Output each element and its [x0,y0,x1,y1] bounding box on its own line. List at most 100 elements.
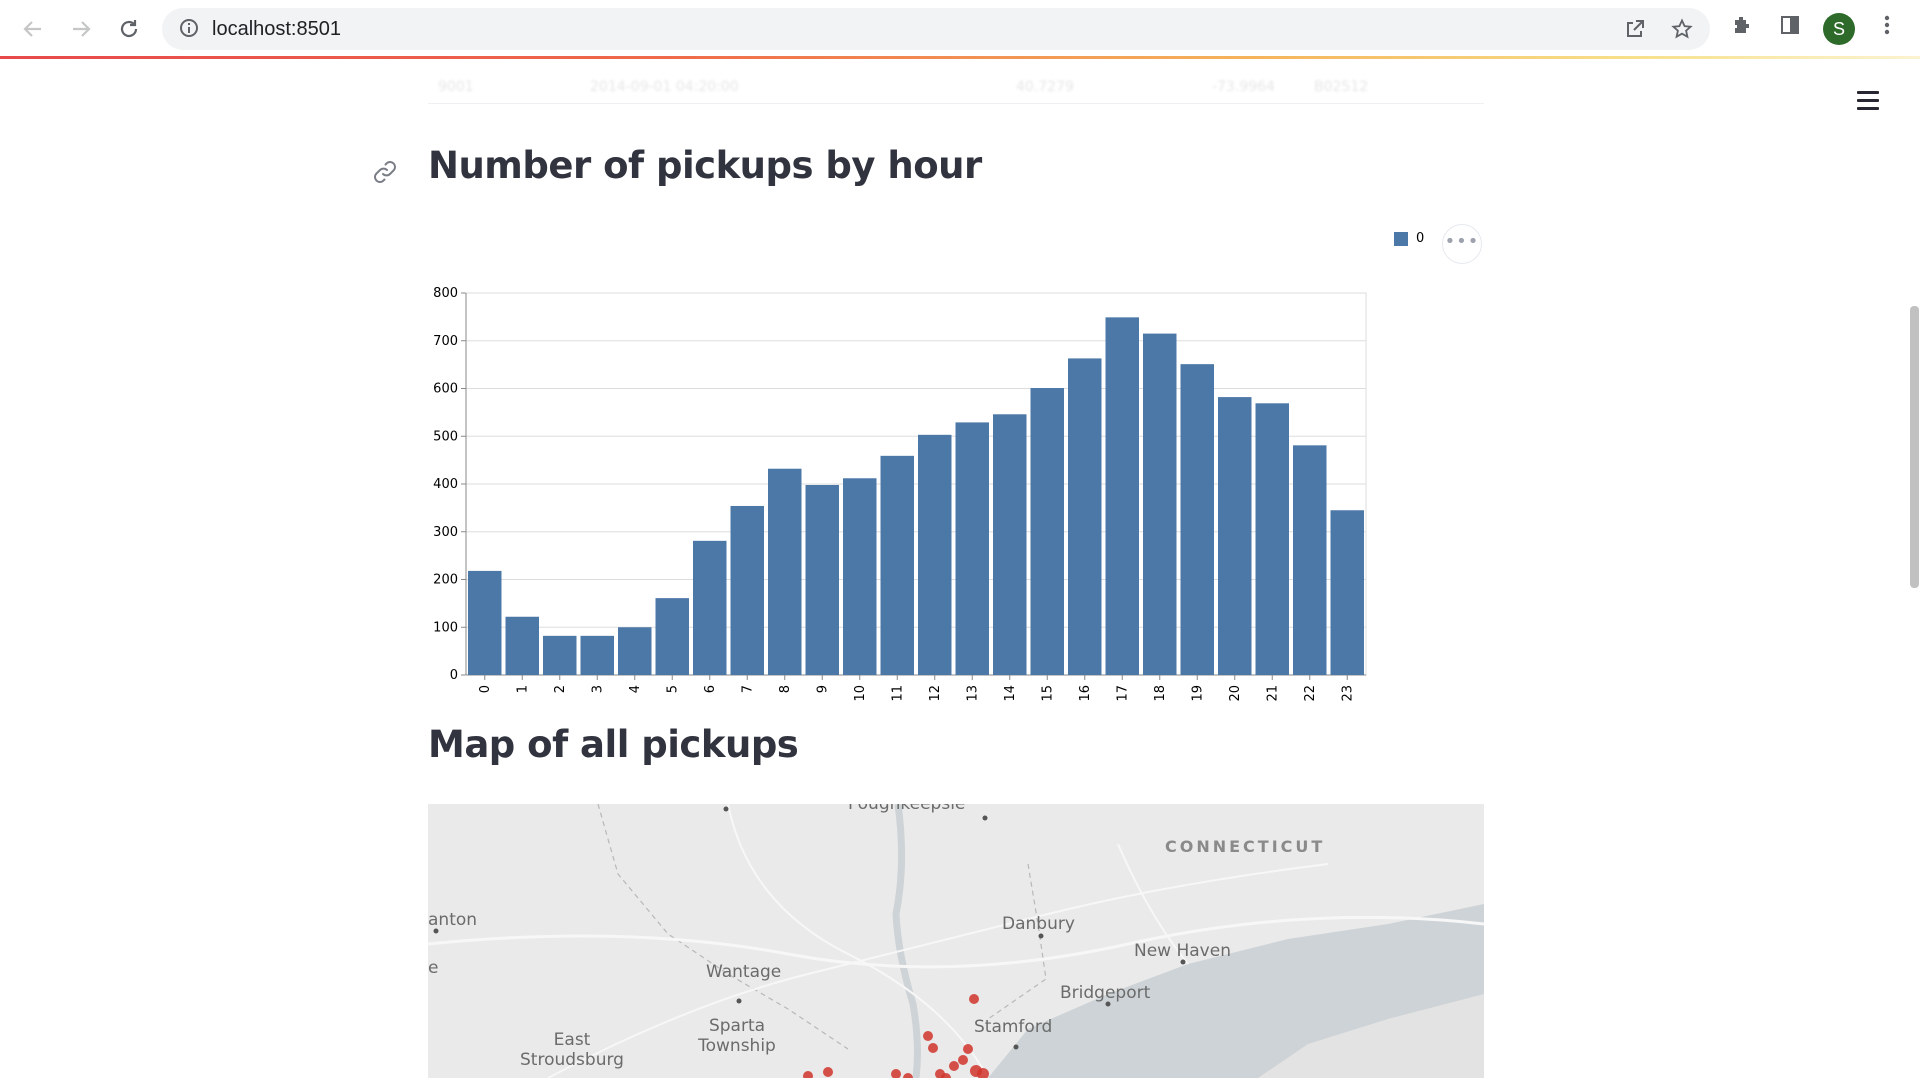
streamlit-app: 9001 2014-09-01 04:20:00 40.7279 -73.996… [0,59,1920,1078]
bar[interactable] [1293,445,1327,675]
bar[interactable] [655,598,690,675]
side-panel-icon[interactable] [1775,14,1805,44]
url-text[interactable]: localhost:8501 [212,18,341,40]
bar[interactable] [880,455,915,675]
y-tick-label: 0 [450,668,458,683]
table-cell: -73.9964 [1212,79,1275,95]
reload-icon[interactable] [114,14,144,44]
y-tick-label: 400 [433,477,458,492]
y-tick-label: 200 [433,573,458,588]
y-tick-label: 700 [433,334,458,349]
x-tick-label: 15 [1040,685,1055,702]
x-tick-label: 12 [928,685,943,702]
profile-avatar[interactable]: S [1823,13,1855,45]
map-label-city: Wantage [706,962,782,982]
bar[interactable] [843,478,877,675]
table-cell: 40.7279 [1016,79,1074,95]
forward-arrow-icon[interactable] [66,14,96,44]
chart-heading: Number of pickups by hour [428,144,982,187]
bar[interactable] [805,484,840,675]
x-tick-label: 23 [1340,685,1355,702]
y-tick-label: 500 [433,429,458,444]
x-tick-label: 8 [778,685,793,693]
bar[interactable] [1255,403,1290,675]
bar[interactable] [1180,364,1215,675]
bar[interactable] [993,414,1027,675]
x-tick-label: 3 [590,685,605,693]
browser-toolbar: localhost:8501 S [0,0,1920,56]
y-tick-label: 600 [433,382,458,397]
share-icon[interactable] [1623,18,1647,42]
y-tick-label: 800 [433,286,458,301]
x-tick-label: 21 [1265,685,1280,702]
x-tick-label: 7 [740,685,755,693]
map-label-city: East Stroudsburg [520,1030,624,1070]
x-tick-label: 16 [1078,685,1093,702]
legend-label: 0 [1416,231,1425,246]
bar[interactable] [1143,333,1177,675]
bar[interactable] [1218,397,1252,675]
map-label-city: Bridgeport [1060,983,1151,1003]
x-tick-label: 9 [815,685,830,693]
bar[interactable] [505,616,540,675]
star-icon[interactable] [1670,18,1694,42]
app-running-indicator [0,56,1920,59]
x-tick-label: 6 [703,685,718,693]
x-tick-label: 14 [1003,685,1018,702]
y-tick-label: 100 [433,620,458,635]
bar[interactable] [955,422,990,675]
bar[interactable] [730,505,765,675]
x-tick-label: 22 [1303,685,1318,702]
map-label-city: New Haven [1134,941,1231,961]
bar[interactable] [468,570,502,675]
address-bar[interactable]: localhost:8501 [162,8,1710,50]
x-tick-label: 0 [478,685,493,693]
legend-swatch [1394,231,1408,246]
x-tick-label: 2 [553,685,568,693]
extensions-icon[interactable] [1727,14,1757,44]
bar[interactable] [580,635,615,675]
bar[interactable] [1330,510,1365,675]
page-scrollbar[interactable] [1910,306,1919,588]
map-label-city: Sparta Township [698,1016,776,1056]
table-cell: 9001 [438,79,474,95]
x-tick-label: 10 [853,685,868,702]
chart-actions-menu-button[interactable]: ••• [1442,224,1482,264]
link-icon[interactable] [370,157,400,187]
map-label-city: Stamford [974,1017,1053,1037]
x-tick-label: 13 [965,685,980,702]
y-tick-label: 300 [433,525,458,540]
back-arrow-icon[interactable] [18,14,48,44]
bar[interactable] [543,635,577,675]
map-label-city: Danbury [1002,914,1075,934]
bar[interactable] [1105,317,1140,675]
map-label-city: Poughkeepsie [848,804,966,814]
x-tick-label: 17 [1115,685,1130,702]
bar[interactable] [1068,358,1102,675]
x-tick-label: 19 [1190,685,1205,702]
table-cell: B02512 [1314,79,1369,95]
main-menu-button[interactable] [1854,89,1884,115]
x-tick-label: 4 [628,685,643,693]
bar[interactable] [618,627,652,675]
map-label-state: CONNECTICUT [1165,837,1326,856]
x-tick-label: 11 [890,685,905,702]
table-cell: 2014-09-01 04:20:00 [590,79,739,95]
pickup-map[interactable]: CONNECTICUT Poughkeepsie anton Danbury N… [428,804,1484,1078]
bar[interactable] [1030,388,1065,675]
x-tick-label: 20 [1228,685,1243,702]
bar[interactable] [693,540,727,675]
x-tick-label: 5 [665,685,680,693]
kebab-menu-icon[interactable] [1872,14,1902,44]
chart-legend: 0 [1394,231,1424,246]
table-row: 9001 2014-09-01 04:20:00 40.7279 -73.996… [428,73,1484,104]
map-heading: Map of all pickups [428,723,799,766]
x-tick-label: 1 [515,685,530,693]
map-label-city: e [428,958,439,978]
map-label-city: anton [428,910,478,930]
x-tick-label: 18 [1153,685,1168,702]
info-icon[interactable] [180,19,198,37]
bar[interactable] [918,434,952,675]
bar[interactable] [768,468,802,675]
